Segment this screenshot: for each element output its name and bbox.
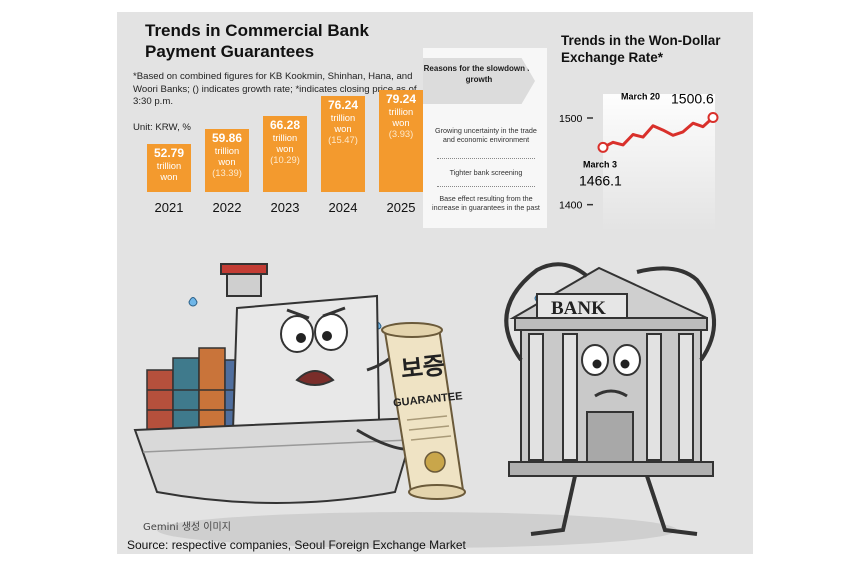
bank-arm [636, 266, 716, 362]
bar-2023: 66.28 trillion won (10.29) [263, 116, 307, 192]
bank-face [581, 344, 641, 398]
unit-label: Unit: KRW, % [133, 122, 191, 133]
infographic-panel: Trends in Commercial Bank Payment Guaran… [117, 12, 753, 554]
year-label: 2023 [270, 200, 300, 215]
bar-value-label: 66.28 [269, 118, 301, 132]
reasons-box: Reasons for the slowdown in growth Growi… [423, 48, 547, 228]
year-label: 2025 [386, 200, 416, 215]
fx-y-tick-label: 1400 [559, 200, 583, 212]
bar-value-label: 52.79 [153, 146, 185, 160]
divider [437, 186, 535, 187]
fx-end-label: March 20 [621, 91, 660, 101]
hull-line [142, 439, 410, 453]
bar-2025: 79.24 trillion won (3.93) [379, 90, 423, 192]
reason-item: Growing uncertainty in the trade and eco… [435, 126, 537, 144]
bar-value-label: 79.24 [385, 92, 417, 106]
bar-2021: 52.79 trillion won [147, 144, 191, 192]
bar-unit-label: won [392, 117, 410, 128]
fx-title: Trends in the Won-Dollar Exchange Rate* [561, 33, 721, 65]
bank-sign: BANK [551, 298, 606, 319]
fx-series-line [602, 116, 715, 149]
source-note: Source: respective companies, Seoul Fore… [127, 538, 466, 552]
reason-item: Tighter bank screening [449, 168, 523, 177]
bar-growth-label: (13.39) [212, 167, 242, 178]
bank-leg [530, 475, 577, 536]
divider [437, 158, 535, 159]
fx-line-chart: 1400 1500 March 3 1466.1 March 20 1500.6 [559, 90, 719, 232]
image-credit: Gemini 생성 이미지 [143, 521, 231, 533]
bar-unit-label: trillion [330, 112, 356, 123]
fx-start-point [597, 141, 609, 153]
seal-icon [424, 451, 446, 473]
bar-value-label: 76.24 [327, 98, 359, 112]
bar-growth-label: (3.93) [388, 128, 414, 139]
guarantees-title: Trends in Commercial Bank Payment Guaran… [145, 21, 369, 61]
cartoon-illustration: 보증 GUARANTEE BANK Gem [133, 262, 716, 548]
bar-unit-label: trillion [156, 160, 182, 171]
fx-end-point [707, 111, 719, 123]
reasons-heading: Reasons for the slowdown in growth [423, 58, 535, 104]
bar-unit-label: trillion [272, 132, 298, 143]
bar-unit-label: won [276, 143, 294, 154]
year-label: 2022 [212, 200, 242, 215]
reason-item: Base effect resulting from the increase … [432, 194, 540, 212]
bar-unit-label: trillion [214, 145, 240, 156]
bar-growth-label: (10.29) [270, 154, 300, 165]
year-label: 2024 [328, 200, 358, 215]
bar-unit-label: trillion [388, 106, 414, 117]
document-korean-text: 보증 [399, 351, 446, 383]
fx-plot-area [603, 94, 715, 232]
ship-hull [133, 416, 419, 504]
bank-arm [504, 262, 589, 362]
bar-unit-label: won [160, 171, 178, 182]
guarantee-document [381, 322, 466, 500]
fx-y-tick-label: 1500 [559, 113, 583, 125]
guarantees-note: *Based on combined figures for KB Kookmi… [133, 71, 417, 107]
bar-2024: 76.24 trillion won (15.47) [321, 96, 365, 192]
bank-building [508, 266, 714, 477]
bar-growth-label: (15.47) [328, 134, 358, 145]
bar-2022: 59.86 trillion won (13.39) [205, 129, 249, 192]
ship-face [280, 306, 348, 386]
fx-end-value: 1500.6 [671, 90, 714, 106]
ground-shadow [157, 512, 677, 548]
fx-start-label: March 3 [583, 159, 617, 169]
fx-start-value: 1466.1 [579, 172, 622, 188]
year-label: 2021 [154, 200, 184, 215]
bar-unit-label: won [334, 123, 352, 134]
bar-unit-label: won [218, 156, 236, 167]
bar-value-label: 59.86 [211, 131, 243, 145]
bank-leg [645, 475, 698, 536]
